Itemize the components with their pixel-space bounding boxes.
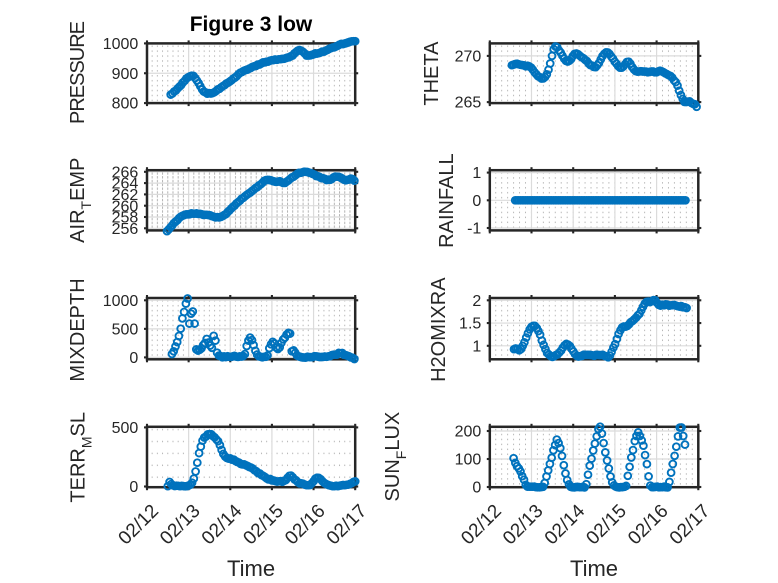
svg-text:Figure 3 low: Figure 3 low — [190, 13, 313, 36]
svg-text:270: 270 — [455, 49, 482, 66]
svg-text:-1: -1 — [467, 221, 481, 238]
svg-text:Time: Time — [570, 556, 618, 581]
svg-text:200: 200 — [455, 424, 482, 441]
svg-text:1: 1 — [472, 338, 481, 355]
svg-text:264: 264 — [112, 176, 139, 193]
svg-text:1.5: 1.5 — [459, 316, 481, 333]
svg-text:Time: Time — [227, 556, 275, 581]
svg-text:SUNF​LUX: SUNF​LUX — [382, 412, 409, 502]
svg-text:RAINFALL: RAINFALL — [436, 153, 458, 247]
svg-text:0: 0 — [129, 350, 138, 367]
svg-text:258: 258 — [112, 210, 139, 227]
svg-text:H2OMIXRA: H2OMIXRA — [428, 277, 450, 382]
svg-text:900: 900 — [112, 66, 139, 83]
svg-text:500: 500 — [112, 322, 139, 339]
svg-text:1000: 1000 — [103, 293, 139, 310]
svg-text:262: 262 — [112, 187, 139, 204]
svg-text:2: 2 — [472, 293, 481, 310]
svg-text:THETA: THETA — [421, 41, 443, 106]
svg-text:256: 256 — [112, 221, 139, 238]
svg-text:0: 0 — [472, 480, 481, 497]
svg-text:PRESSURE: PRESSURE — [67, 21, 89, 124]
svg-text:TERRM​SL: TERRM​SL — [68, 412, 95, 503]
svg-text:266: 266 — [112, 164, 139, 181]
svg-text:260: 260 — [112, 198, 139, 215]
svg-text:AIRT​EMP: AIRT​EMP — [67, 158, 94, 243]
svg-text:0: 0 — [129, 479, 138, 496]
svg-text:100: 100 — [455, 452, 482, 469]
svg-text:500: 500 — [112, 420, 139, 437]
svg-text:0: 0 — [472, 193, 481, 210]
svg-text:MIXDEPTH: MIXDEPTH — [67, 278, 89, 381]
svg-text:1: 1 — [472, 165, 481, 182]
svg-text:800: 800 — [112, 96, 139, 113]
svg-text:1000: 1000 — [103, 36, 139, 53]
svg-text:265: 265 — [455, 95, 482, 112]
